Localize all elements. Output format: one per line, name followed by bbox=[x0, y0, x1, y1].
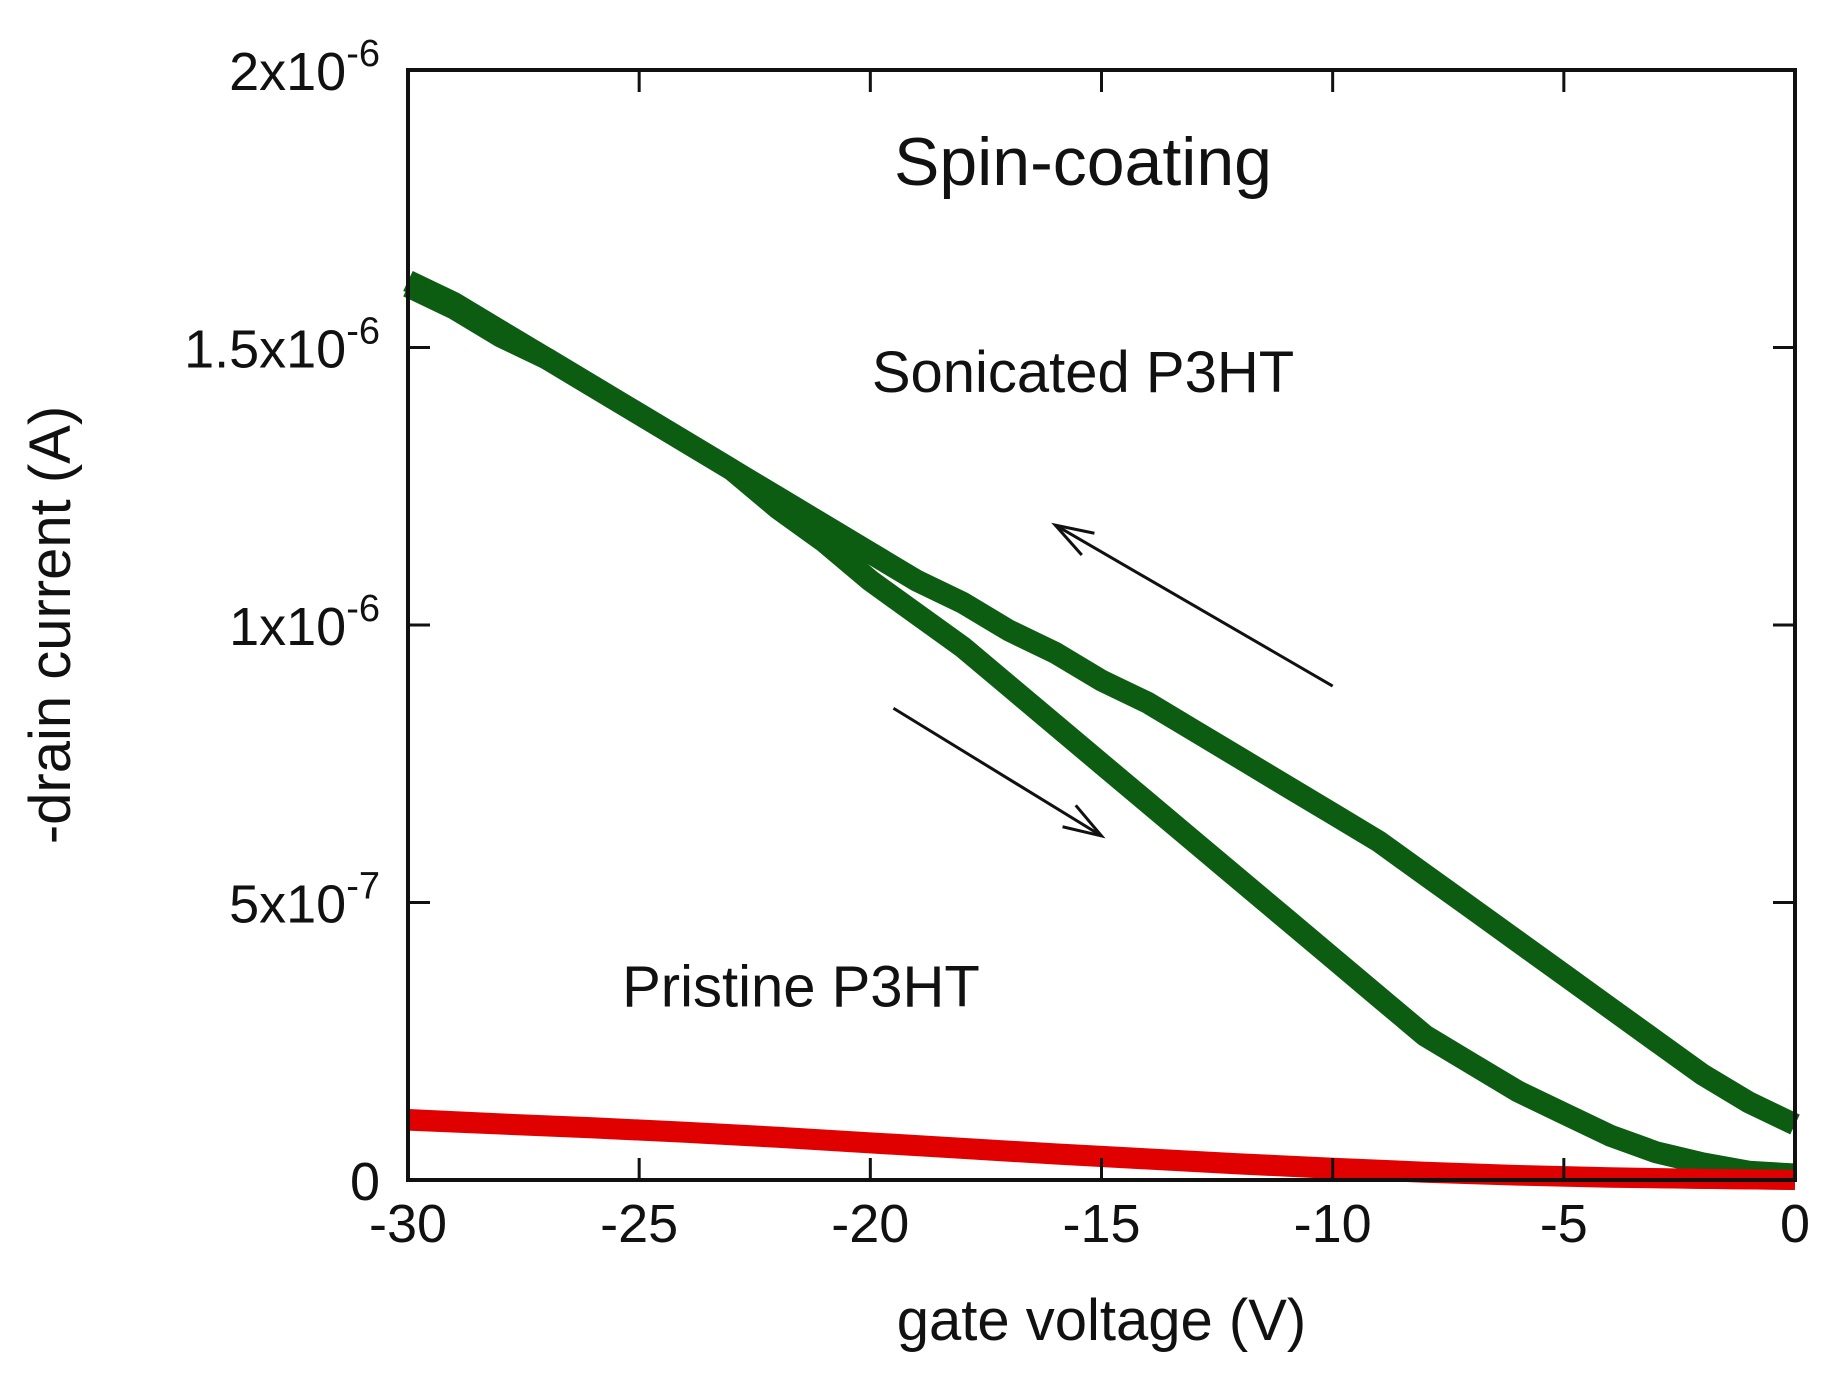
x-tick-label: -10 bbox=[1294, 1194, 1372, 1254]
x-tick-label: -30 bbox=[369, 1194, 447, 1254]
sweep-arrow-head-1 bbox=[1051, 522, 1095, 557]
labels-layer: -30 -25 -20 -15 -10 -5 0 0 5x10-7 1x10-6 1.5x10-6 2… bbox=[184, 33, 1810, 1254]
x-tick-label: -15 bbox=[1062, 1194, 1140, 1254]
annotation-sonicated-p3ht: Sonicated P3HT bbox=[872, 340, 1294, 405]
sweep-arrow-shaft-2 bbox=[892, 706, 1103, 838]
series-line-1 bbox=[403, 270, 1796, 1186]
arrows-layer bbox=[892, 522, 1334, 839]
x-tick-label: -25 bbox=[600, 1194, 678, 1254]
x-tick-label: -5 bbox=[1540, 1194, 1588, 1254]
series-line-2 bbox=[403, 276, 1800, 1135]
y-tick-label: 1.5x10-6 bbox=[184, 311, 380, 380]
y-tick-label: 2x10-6 bbox=[229, 33, 380, 102]
sweep-arrow-shaft-1 bbox=[1054, 523, 1334, 688]
sweep-arrow-head-2 bbox=[1062, 804, 1106, 839]
series-layer bbox=[403, 270, 1800, 1190]
x-tick-label: 0 bbox=[1780, 1194, 1810, 1254]
x-tick-label: -20 bbox=[831, 1194, 909, 1254]
y-tick-label: 1x10-6 bbox=[229, 588, 380, 657]
y-tick-label: 0 bbox=[350, 1152, 380, 1212]
x-axis-title: gate voltage (V) bbox=[897, 1288, 1306, 1353]
annotation-pristine-p3ht: Pristine P3HT bbox=[622, 954, 980, 1019]
y-tick-label: 5x10-7 bbox=[229, 866, 380, 935]
plot-frame bbox=[406, 68, 1797, 1182]
ticks-layer bbox=[406, 68, 1797, 1182]
y-axis-title: -drain current (A) bbox=[18, 406, 83, 844]
chart-title: Spin-coating bbox=[894, 124, 1272, 200]
